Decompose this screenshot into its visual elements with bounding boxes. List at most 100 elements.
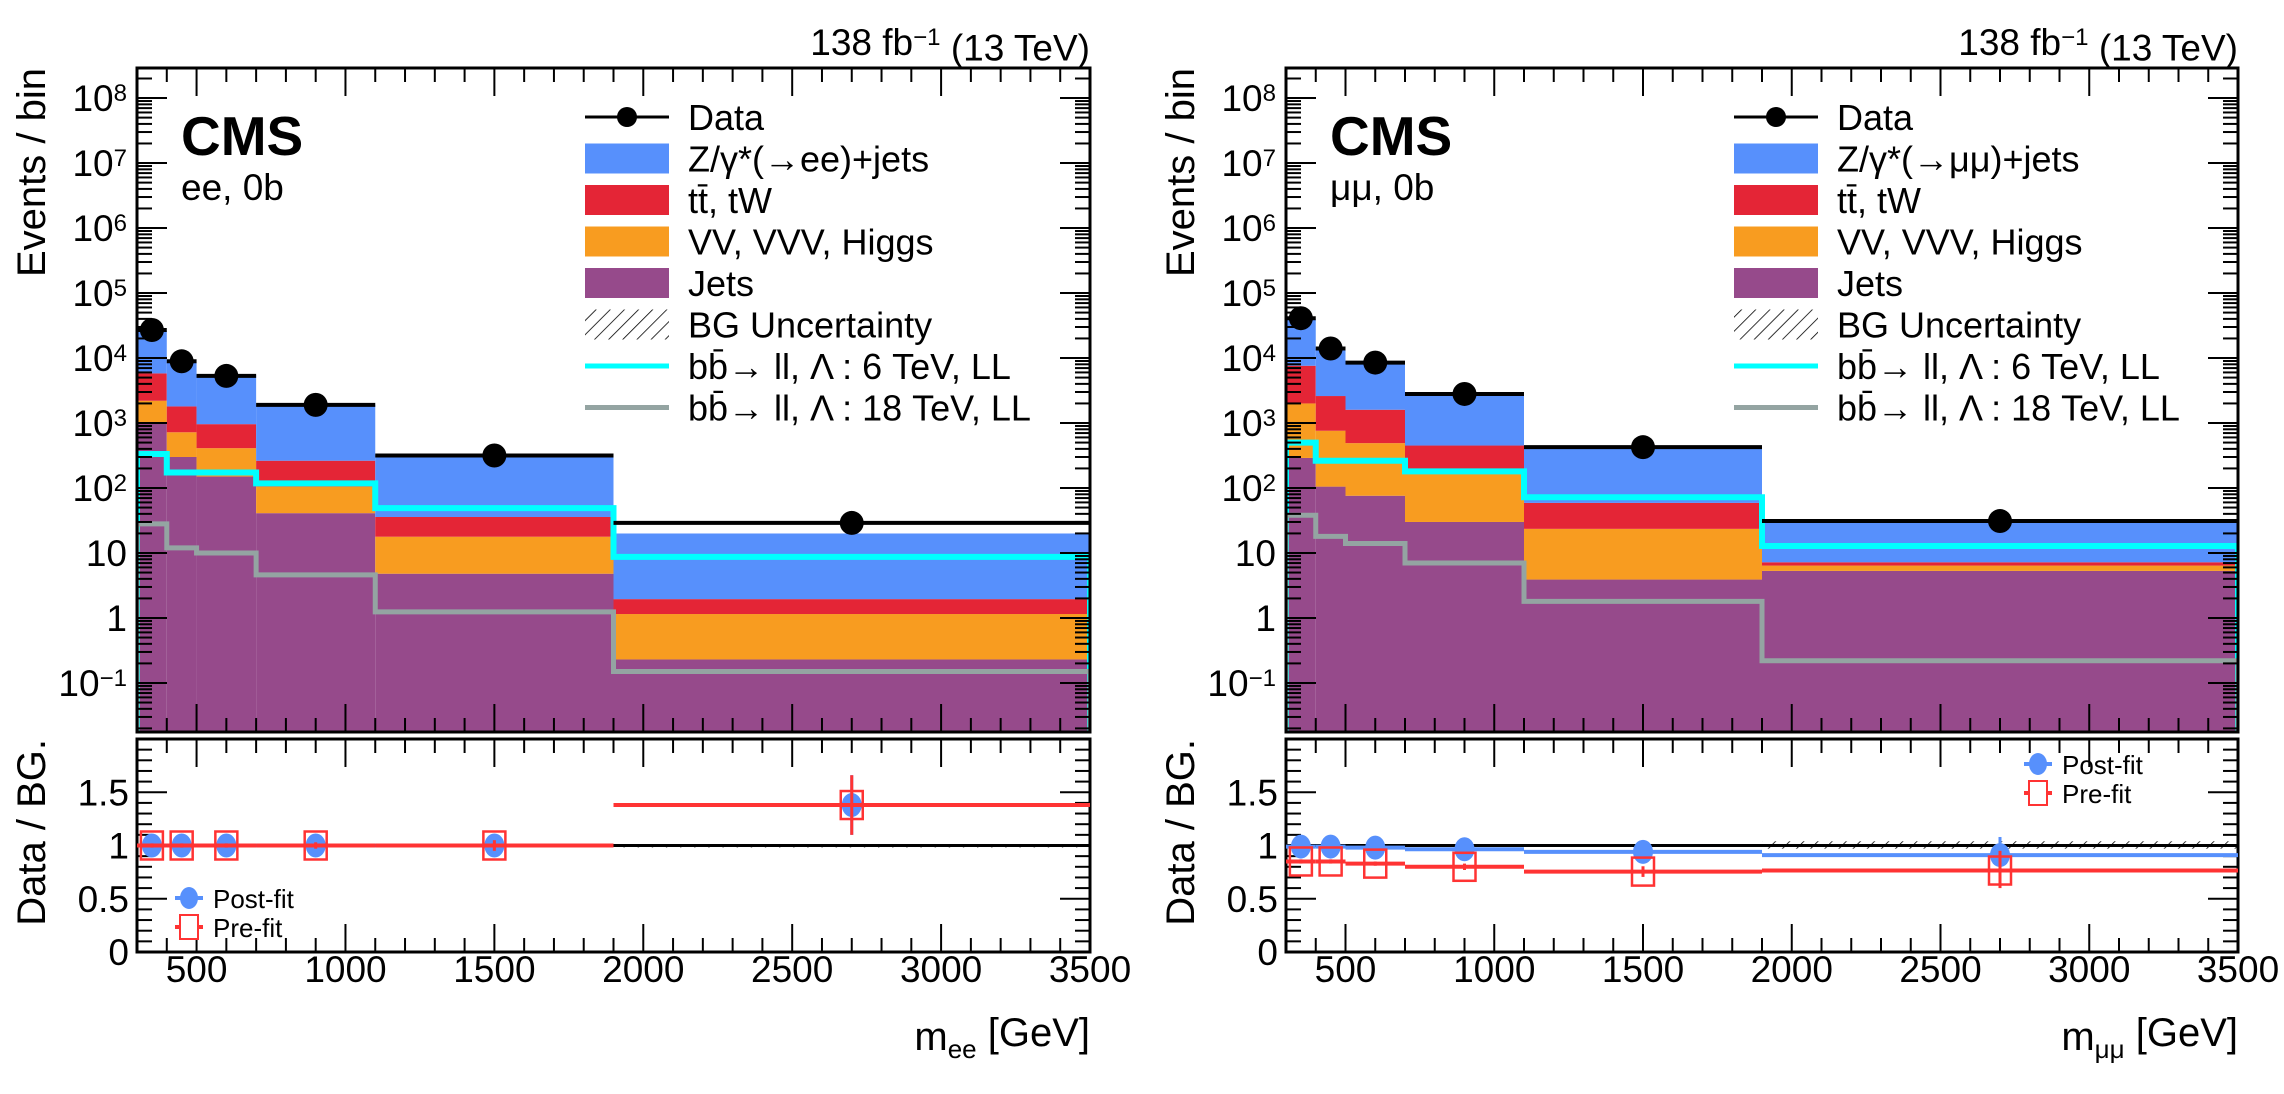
stack-bar-tt-tw-bin-6 bbox=[1762, 562, 2238, 566]
ratio-y-axis-title: Data / BG. bbox=[10, 739, 54, 926]
signal-line-6tev bbox=[1286, 439, 2238, 732]
stack-bar-vv-vvv-higgs-bin-3 bbox=[1345, 443, 1405, 496]
stack-bar-tt-tw-bin-3 bbox=[196, 424, 257, 449]
legend-entry: bb̄→ ll, Λ : 18 TeV, LL bbox=[1734, 388, 2180, 429]
pre-fit-point bbox=[1630, 856, 1656, 887]
x-ticks bbox=[136, 68, 1091, 952]
ratio-legend-post-fit-marker bbox=[180, 887, 198, 909]
legend-entry: bb̄→ ll, Λ : 6 TeV, LL bbox=[1734, 346, 2160, 387]
ratio-y-tick-label: 1.5 bbox=[1227, 772, 1278, 813]
y-tick-label: 1 bbox=[106, 598, 127, 639]
legend-hatch-swatch bbox=[585, 309, 669, 340]
stack-bar-jets-bin-1 bbox=[137, 423, 167, 732]
y-tick-label: 106​ bbox=[72, 208, 127, 249]
ratio-y-tick-label: 1 bbox=[1257, 826, 1278, 867]
y-tick-label: 107​ bbox=[1221, 143, 1276, 184]
ratio-legend-pre-fit-label: Pre-fit bbox=[2062, 779, 2132, 809]
stack-bar-tt-tw-bin-3 bbox=[1345, 409, 1405, 444]
y-tick-label: 108​ bbox=[1221, 78, 1276, 119]
ratio-legend-post-fit-marker bbox=[2029, 753, 2047, 775]
ratio-y-tick-label: 0 bbox=[1257, 932, 1278, 973]
legend-swatch bbox=[585, 226, 669, 257]
stack-bar-tt-tw-bin-4 bbox=[1405, 445, 1524, 472]
ratio-y-tick-label: 1 bbox=[108, 826, 129, 867]
signal-line-6tev bbox=[137, 451, 1090, 732]
ratio-legend-pre-fit-marker bbox=[179, 914, 199, 940]
ratio-legend-post-fit-label: Post-fit bbox=[2062, 750, 2144, 780]
y-tick-label: 108​ bbox=[72, 78, 127, 119]
ratio-legend-pre-fit-label: Pre-fit bbox=[213, 913, 283, 943]
experiment-label: CMS bbox=[181, 105, 303, 167]
stack-bar-vv-vvv-higgs-bin-5 bbox=[375, 536, 614, 574]
legend-data-marker bbox=[617, 107, 637, 127]
legend-entry: BG Uncertainty bbox=[585, 305, 932, 346]
pre-fit-point bbox=[169, 830, 194, 861]
legend-entry: Jets bbox=[1734, 263, 1903, 304]
x-tick-label: 1000 bbox=[304, 949, 386, 990]
data-point-bin-2 bbox=[169, 349, 194, 374]
ratio-y-tick-label: 0.5 bbox=[78, 879, 129, 920]
panel-mumu: 50010001500200025003000350010−1​110102​1… bbox=[1159, 22, 2279, 1064]
legend-label: bb̄→ ll, Λ : 18 TeV, LL bbox=[688, 388, 1031, 429]
legend-label: bb̄→ ll, Λ : 18 TeV, LL bbox=[1837, 388, 2180, 429]
pre-fit-point bbox=[139, 830, 165, 861]
post-fit-point bbox=[1633, 839, 1653, 864]
main-plot-area bbox=[1286, 306, 2238, 732]
stack-bar-tt-tw-bin-6 bbox=[613, 599, 1090, 615]
x-tick-label: 500 bbox=[1315, 949, 1377, 990]
y-tick-label: 103​ bbox=[72, 403, 127, 444]
y-ticks bbox=[137, 77, 1090, 953]
data-point-bin-3 bbox=[1363, 350, 1388, 375]
stack-bar-vv-vvv-higgs-bin-1 bbox=[137, 400, 167, 424]
post-fit-point bbox=[1365, 835, 1386, 860]
legend-entry: VV, VVV, Higgs bbox=[585, 222, 934, 263]
legend-entry: tt̄, tW bbox=[585, 180, 772, 221]
channel-label: ee, 0b bbox=[181, 167, 284, 208]
post-fit-point bbox=[1454, 837, 1475, 862]
data-point-bin-6 bbox=[839, 510, 864, 535]
stack-bar-vv-vvv-higgs-bin-5 bbox=[1524, 528, 1762, 580]
stack-bar-tt-tw-bin-2 bbox=[166, 406, 197, 433]
data-point-bin-4 bbox=[303, 392, 328, 417]
pre-fit-point bbox=[1288, 846, 1314, 877]
y-tick-label: 10 bbox=[1235, 533, 1276, 574]
stack-bar-jets-bin-2 bbox=[1315, 486, 1346, 732]
ratio-y-tick-label: 0 bbox=[108, 932, 129, 973]
legend-label: tt̄, tW bbox=[688, 180, 772, 221]
legend-label: Z/γ*(→ee)+jets bbox=[688, 139, 929, 180]
ratio-plot-area bbox=[137, 775, 1090, 861]
stack-bar-tt-tw-bin-5 bbox=[1524, 502, 1762, 529]
x-tick-label: 1500 bbox=[453, 949, 535, 990]
data-point-bin-5 bbox=[1631, 435, 1655, 460]
x-tick-label: 1000 bbox=[1453, 949, 1535, 990]
stack-bar-jets-bin-4 bbox=[1405, 521, 1524, 732]
x-tick-label: 500 bbox=[166, 949, 228, 990]
x-tick-label: 2500 bbox=[751, 949, 833, 990]
legend-label: BG Uncertainty bbox=[688, 305, 932, 346]
luminosity-label: 138 fb−1 (13 TeV) bbox=[1958, 22, 2238, 68]
signal-line-18tev bbox=[137, 521, 1090, 732]
legend-label: Z/γ*(→μμ)+jets bbox=[1837, 139, 2080, 180]
x-tick-label: 3000 bbox=[2048, 949, 2130, 990]
x-tick-label: 3000 bbox=[900, 949, 982, 990]
pre-fit-point bbox=[303, 830, 328, 861]
legend-label: VV, VVV, Higgs bbox=[1837, 222, 2083, 263]
pre-fit-point bbox=[1318, 846, 1343, 877]
pre-fit-point bbox=[839, 789, 864, 821]
y-tick-label: 10−1​ bbox=[58, 663, 127, 704]
luminosity-label: 138 fb−1 (13 TeV) bbox=[810, 22, 1090, 68]
legend-label: Data bbox=[688, 97, 765, 138]
y-tick-label: 102​ bbox=[1221, 468, 1276, 509]
x-tick-label: 2000 bbox=[602, 949, 684, 990]
pre-fit-point bbox=[214, 830, 239, 861]
legend-entry: Z/γ*(→ee)+jets bbox=[585, 139, 929, 180]
legend-swatch bbox=[1734, 185, 1818, 215]
stack-bar-jets-bin-3 bbox=[1345, 495, 1405, 732]
ratio-legend-post-fit-label: Post-fit bbox=[213, 884, 295, 914]
ratio-plot-area bbox=[1286, 834, 2238, 889]
stack-bar-vv-vvv-higgs-bin-4 bbox=[1405, 471, 1524, 522]
x-axis-title: mμμ [GeV] bbox=[2061, 1011, 2238, 1064]
channel-label: μμ, 0b bbox=[1330, 167, 1434, 208]
